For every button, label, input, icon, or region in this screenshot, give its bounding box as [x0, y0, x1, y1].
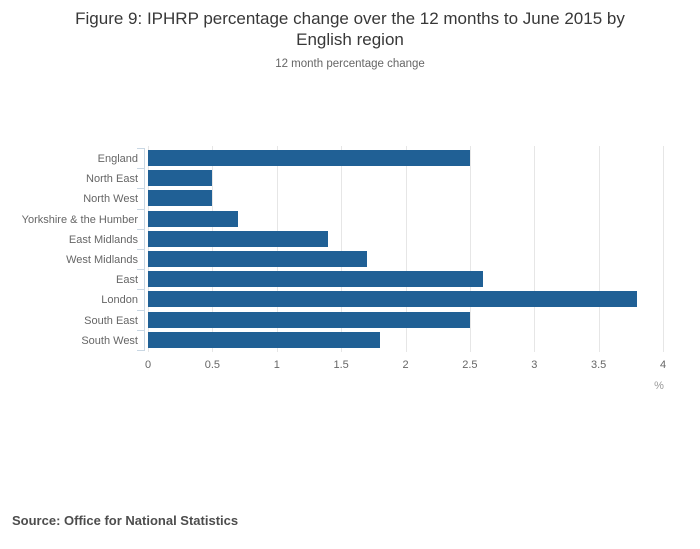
category-label: Yorkshire & the Humber: [21, 213, 138, 226]
gridline: [276, 146, 278, 352]
y-axis-tick: [137, 228, 145, 230]
bar-west-midlands[interactable]: [148, 251, 367, 267]
y-axis-tick: [137, 208, 145, 210]
gridline: [405, 146, 407, 352]
bar-north-west[interactable]: [148, 190, 213, 207]
category-label: East: [115, 274, 138, 287]
y-axis-tick: [137, 188, 145, 190]
plot-area: [137, 146, 664, 352]
bar-london[interactable]: [148, 291, 638, 308]
bar-north-east[interactable]: [148, 170, 213, 187]
gridline: [469, 146, 471, 352]
x-tick-label: 2.5: [462, 359, 478, 371]
bar-east[interactable]: [148, 271, 483, 288]
y-axis-tick: [137, 350, 145, 351]
bar-south-west[interactable]: [148, 331, 380, 348]
x-tick-label: 0.5: [204, 359, 221, 371]
source-note: Source: Office for National Statistics: [12, 513, 239, 528]
gridline: [663, 146, 664, 352]
category-label: West Midlands: [66, 254, 138, 266]
gridline: [598, 146, 600, 352]
x-axis-unit-label: %: [654, 380, 664, 392]
x-tick-label: 4: [659, 359, 667, 371]
bar-south-east[interactable]: [148, 311, 470, 328]
x-tick-label: 3: [531, 359, 538, 371]
category-label: England: [97, 153, 138, 165]
y-axis-tick: [137, 249, 145, 250]
bar-yorkshire-the-humber[interactable]: [148, 210, 239, 227]
category-label: South West: [81, 334, 138, 347]
gridline: [212, 146, 214, 352]
gridline: [534, 146, 536, 352]
chart-subtitle: 12 month percentage change: [275, 58, 425, 70]
y-axis-tick: [137, 148, 145, 149]
y-axis-tick: [137, 269, 145, 271]
x-tick-label: 2: [402, 359, 409, 371]
x-tick-label: 1: [273, 359, 280, 371]
category-label: North East: [86, 173, 138, 186]
category-label: East Midlands: [68, 233, 138, 246]
bar-england[interactable]: [148, 150, 470, 166]
y-axis-tick: [137, 329, 145, 331]
y-axis-tick: [137, 309, 145, 311]
category-label: South East: [84, 314, 138, 327]
category-label: London: [101, 294, 138, 307]
gridline: [148, 146, 149, 352]
chart-title: Figure 9: IPHRP percentage change over t…: [75, 9, 625, 49]
bar-east-midlands[interactable]: [148, 230, 329, 247]
x-tick-label: 0: [144, 359, 152, 371]
category-label: North West: [83, 193, 138, 206]
y-axis-tick: [137, 289, 145, 291]
gridline: [341, 146, 343, 352]
x-tick-label: 3.5: [590, 359, 607, 371]
y-axis-tick: [137, 168, 145, 170]
x-tick-label: 1.5: [333, 359, 349, 371]
